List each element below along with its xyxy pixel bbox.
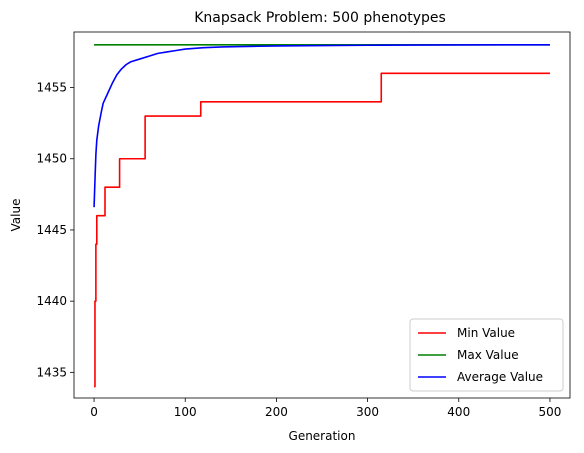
y-tick-label: 1450: [36, 152, 67, 166]
series-line-min-value: [94, 72, 550, 388]
y-axis-label: Value: [9, 199, 23, 232]
series-line-average-value: [93, 44, 550, 208]
legend-label: Min Value: [457, 326, 515, 340]
y-axis: 1435 1440 1445 1450 1455: [36, 81, 74, 379]
legend-label: Max Value: [457, 348, 519, 362]
y-tick-label: 1435: [36, 365, 67, 379]
x-tick-label: 500: [538, 405, 561, 419]
x-tick-label: 400: [447, 405, 470, 419]
x-axis: 0 100 200 300 400 500: [90, 398, 561, 419]
chart-title: Knapsack Problem: 500 phenotypes: [194, 10, 446, 26]
x-tick-label: 100: [174, 405, 197, 419]
x-tick-label: 0: [90, 405, 98, 419]
x-tick-label: 300: [356, 405, 379, 419]
x-tick-label: 200: [265, 405, 288, 419]
legend-items: Min Value Max Value Average Value: [418, 326, 543, 384]
plot-border: [73, 31, 571, 399]
x-axis-label: Generation: [289, 429, 356, 443]
legend: Min Value Max Value Average Value: [409, 318, 564, 392]
series-layer: [93, 44, 550, 388]
plot-area: [73, 31, 571, 399]
y-tick-label: 1445: [36, 223, 67, 237]
legend-label: Average Value: [457, 370, 543, 384]
y-tick-label: 1440: [36, 294, 67, 308]
y-tick-label: 1455: [36, 81, 67, 95]
legend-box: [409, 318, 564, 392]
